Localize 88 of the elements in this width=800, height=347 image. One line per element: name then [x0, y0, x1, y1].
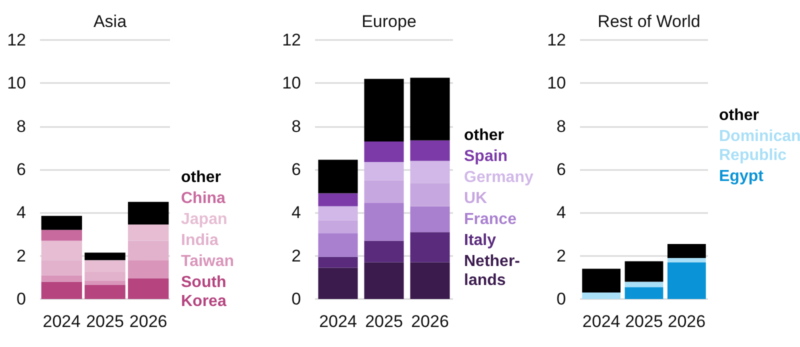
y-tick-label: 0 — [556, 290, 566, 308]
text: other — [719, 107, 759, 124]
bar — [84, 280, 126, 285]
chart-title: Rest of World — [598, 12, 700, 31]
bar — [84, 284, 126, 299]
bar — [364, 180, 404, 203]
y-tick-label: 0 — [16, 290, 26, 308]
x-tick-label: 2024 — [42, 312, 81, 331]
y-tick-label: 8 — [556, 116, 566, 136]
bar — [318, 193, 358, 206]
y-tick-label: 4 — [292, 203, 301, 222]
y-tick-label: 10 — [282, 74, 301, 93]
chart-title: Europe — [362, 12, 416, 31]
series-label: other — [464, 127, 504, 144]
bar — [41, 282, 82, 299]
bar — [364, 262, 404, 299]
bar — [318, 160, 358, 194]
y-tick-label: 2 — [292, 246, 301, 266]
bar — [410, 160, 450, 184]
bar — [624, 287, 664, 299]
bar — [318, 206, 358, 220]
bar — [624, 261, 664, 282]
text: Dominican Republic — [719, 128, 800, 164]
y-tick-label: 2 — [556, 246, 566, 266]
bar — [364, 141, 404, 162]
bar — [128, 202, 169, 225]
series-label: other — [181, 169, 221, 186]
bar — [582, 268, 621, 293]
y-tick-label: 6 — [292, 160, 301, 179]
y-tick-label: 12 — [7, 30, 26, 50]
chart-title: Asia — [93, 12, 128, 31]
bar — [624, 282, 664, 288]
bar — [318, 268, 358, 299]
bar — [667, 244, 706, 258]
y-tick-label: 8 — [292, 116, 301, 136]
bar — [318, 256, 358, 268]
y-tick-label: 4 — [16, 203, 26, 222]
bar — [41, 230, 82, 241]
bar — [410, 262, 450, 299]
bar — [667, 262, 706, 299]
bar — [84, 252, 126, 260]
text: China — [181, 190, 226, 207]
bar — [364, 202, 404, 241]
series-label: South Korea — [181, 274, 226, 310]
x-tick-label: 2024 — [582, 312, 620, 331]
series-label: Japan — [181, 211, 228, 228]
series-label: Spain — [464, 148, 508, 165]
y-tick-label: 10 — [547, 74, 566, 93]
text: Egypt — [719, 168, 764, 185]
y-tick-label: 4 — [556, 203, 566, 222]
bar — [364, 78, 404, 142]
x-tick-label: 2024 — [319, 312, 357, 331]
y-tick-label: 10 — [7, 74, 26, 93]
y-tick-label: 12 — [282, 30, 301, 50]
bar — [41, 275, 82, 282]
x-tick-label: 2025 — [365, 312, 403, 331]
bar — [667, 258, 706, 262]
y-tick-label: 6 — [556, 160, 566, 179]
series-label: Germany — [464, 169, 534, 186]
series-label: Italy — [464, 232, 496, 249]
bar — [410, 140, 450, 161]
y-tick-label: 0 — [292, 290, 301, 308]
bar — [364, 162, 404, 180]
y-tick-label: 6 — [16, 160, 26, 179]
bar — [410, 232, 450, 262]
x-tick-label: 2026 — [668, 312, 706, 331]
y-tick-label: 8 — [16, 116, 26, 136]
x-tick-label: 2026 — [129, 312, 168, 331]
bar — [318, 220, 358, 234]
bar — [318, 233, 358, 257]
bar — [128, 278, 169, 299]
bar — [410, 78, 450, 140]
x-tick-label: 2025 — [625, 312, 663, 331]
series-label: France — [464, 211, 517, 228]
y-tick-label: 12 — [547, 30, 566, 50]
series-label: India — [181, 232, 218, 249]
bar — [410, 184, 450, 206]
bar — [410, 206, 450, 232]
bar — [364, 240, 404, 262]
series-label: Taiwan — [181, 253, 234, 270]
x-tick-label: 2026 — [411, 312, 449, 331]
bar — [582, 292, 621, 299]
bar — [128, 260, 169, 278]
y-tick-label: 2 — [16, 246, 26, 266]
bar — [41, 216, 82, 230]
series-label: Nether- lands — [464, 253, 520, 289]
x-tick-label: 2025 — [86, 312, 124, 331]
series-label: UK — [464, 190, 488, 207]
